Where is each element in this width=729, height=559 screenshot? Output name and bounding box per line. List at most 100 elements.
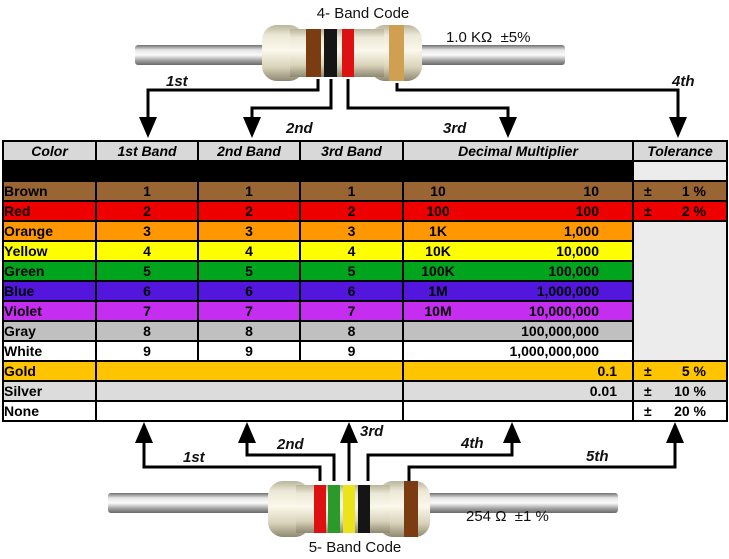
tolerance-value: 10 % (674, 383, 706, 399)
color-name: Green (2, 260, 97, 282)
five-band-resistor-diagram (108, 422, 684, 537)
multiplier-prefix (405, 383, 472, 399)
header-3rd-band: 3rd Band (299, 140, 404, 162)
header-color: Color (2, 140, 97, 162)
multiplier-value: 1 (591, 163, 599, 179)
multiplier-cell: 10 10 (402, 180, 634, 202)
plus-minus-sign: ± (644, 203, 652, 219)
four-band-resistor-diagram (135, 25, 687, 138)
band-columns-empty (95, 380, 404, 402)
color-name: Yellow (2, 240, 97, 262)
tolerance-cell: ± 10 % (632, 380, 728, 402)
top-label-3rd: 3rd (443, 120, 467, 137)
plus-minus-sign: ± (644, 363, 652, 379)
band3-digit: 1 (299, 180, 404, 202)
bottom-arrows (142, 441, 677, 481)
multiplier-value: 10,000 (556, 243, 599, 259)
multiplier-cell: 0.1 (402, 360, 634, 382)
multiplier-prefix: 1K (429, 223, 447, 239)
band1-digit: 8 (95, 320, 199, 342)
top-arrowheads (139, 117, 687, 138)
multiplier-prefix: 10M (424, 303, 452, 319)
row-none: None ± 20 % (2, 400, 728, 422)
band3-digit: 0 (299, 160, 404, 182)
band1-digit: 1 (95, 180, 199, 202)
tolerance-value: 5 % (681, 363, 706, 379)
band2-digit: 1 (197, 180, 301, 202)
band3-digit: 2 (299, 200, 404, 222)
band3-digit: 6 (299, 280, 404, 302)
band2-digit: 3 (197, 220, 301, 242)
band2-digit: 5 (197, 260, 301, 282)
row-gray: Gray 8 8 8 100,000,000 (2, 320, 727, 342)
multiplier-value: 1,000,000 (536, 283, 599, 299)
band-black-4th (358, 485, 370, 533)
row-red: Red 2 2 2 100 100 ± 2 % (2, 200, 728, 222)
band3-digit: 8 (299, 320, 404, 342)
top-label-2nd: 2nd (286, 120, 313, 137)
multiplier-cell: 10K 10,000 (402, 240, 634, 262)
bottom-label-5th: 5th (586, 448, 609, 465)
multiplier-cell: 100 100 (402, 200, 634, 222)
band1-digit: 4 (95, 240, 199, 262)
band1-digit: 5 (95, 260, 199, 282)
row-green: Green 5 5 5 100K 100,000 (2, 260, 727, 282)
multiplier-prefix: 100 (426, 203, 450, 219)
band-red-1st (314, 485, 326, 533)
band3-digit: 3 (299, 220, 404, 242)
band1-digit: 2 (95, 200, 199, 222)
band-yellow-3rd (343, 485, 355, 533)
color-name: Silver (2, 380, 97, 402)
multiplier-value: 10,000,000 (528, 303, 599, 319)
band-brown-5th (404, 481, 418, 537)
bottom-label-3rd: 3rd (360, 423, 384, 440)
multiplier-prefix (405, 363, 472, 379)
tolerance-cell: ± 5 % (632, 360, 728, 382)
row-white: White 9 9 9 1,000,000,000 (2, 340, 727, 362)
multiplier-prefix: 10K (425, 243, 451, 259)
color-name: None (2, 400, 97, 422)
band3-digit: 9 (299, 340, 404, 362)
five-band-title: 5- Band Code (308, 539, 402, 556)
row-blue: Blue 6 6 6 1M 1,000,000 (2, 280, 727, 302)
band3-digit: 4 (299, 240, 404, 262)
band2-digit: 2 (197, 200, 301, 222)
band2-digit: 6 (197, 280, 301, 302)
five-band-value: 254 Ω ±1 % (466, 508, 549, 525)
header-tolerance: Tolerance (632, 140, 728, 162)
multiplier-prefix: 1 (434, 163, 442, 179)
color-name: Brown (2, 180, 97, 202)
plus-minus-sign: ± (644, 403, 652, 419)
tolerance-cell: ± 2 % (632, 200, 728, 222)
multiplier-value: 1,000 (563, 223, 599, 239)
band-columns-empty (95, 400, 404, 422)
color-code-table: Color 1st Band 2nd Band 3rd Band Decimal… (2, 140, 728, 422)
bottom-label-4th: 4th (461, 435, 484, 452)
band3-digit: 7 (299, 300, 404, 322)
multiplier-value: 100,000 (548, 263, 599, 279)
color-name: Orange (2, 220, 97, 242)
multiplier-value: 1,000,000,000 (509, 343, 599, 359)
multiplier-value: 10 (583, 183, 599, 199)
color-name: Black (2, 160, 97, 182)
multiplier-value: 100 (575, 203, 599, 219)
multiplier-cell: 1 1 (402, 160, 634, 182)
header-2nd-band: 2nd Band (197, 140, 301, 162)
row-orange: Orange 3 3 3 1K 1,000 (2, 220, 728, 362)
color-name: Red (2, 200, 97, 222)
multiplier-cell: 10M 10,000,000 (402, 300, 634, 322)
band-black-2nd (324, 29, 337, 77)
band1-digit: 0 (95, 160, 199, 182)
band1-digit: 3 (95, 220, 199, 242)
row-brown: Brown 1 1 1 10 10 ± 1 % (2, 180, 728, 202)
header-decimal-multiplier: Decimal Multiplier (402, 140, 634, 162)
header-row: Color 1st Band 2nd Band 3rd Band Decimal… (2, 140, 728, 162)
color-name: Blue (2, 280, 97, 302)
top-label-4th: 4th (672, 73, 695, 90)
band2-digit: 0 (197, 160, 301, 182)
row-silver: Silver 0.01 ± 10 % (2, 380, 728, 402)
band1-digit: 7 (95, 300, 199, 322)
multiplier-cell: 1,000,000,000 (402, 340, 634, 362)
color-name: Gold (2, 360, 97, 382)
